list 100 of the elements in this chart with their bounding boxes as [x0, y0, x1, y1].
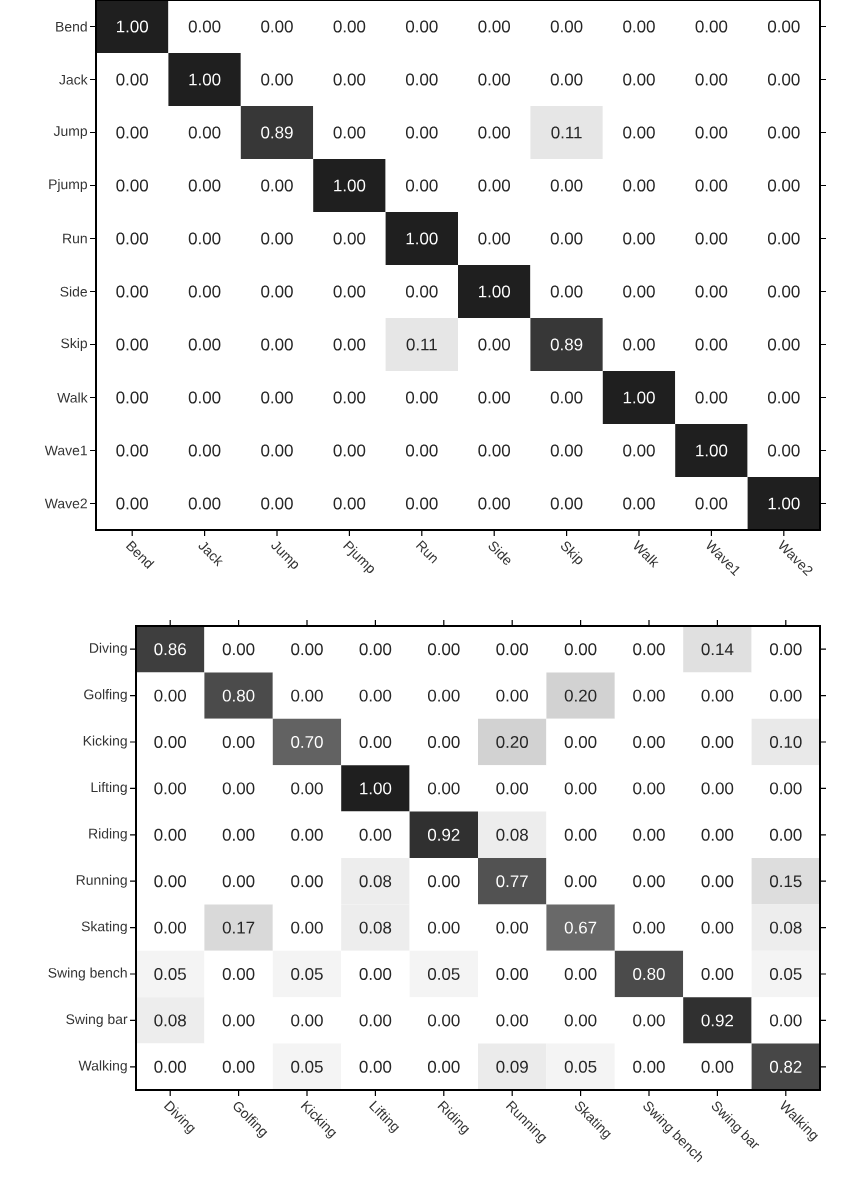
data-label: 0.05 [154, 968, 186, 980]
data-label: 0.86 [154, 643, 186, 656]
data-label: 0.00 [633, 782, 665, 795]
data-label: 0.11 [406, 338, 437, 351]
data-label: 0.00 [222, 643, 255, 656]
data-label: 0.00 [564, 1014, 597, 1027]
data-label: 0.00 [154, 782, 187, 795]
data-label: 0.00 [154, 689, 187, 702]
data-label: 0.08 [154, 1014, 186, 1027]
data-label: 0.00 [695, 126, 728, 139]
data-label: 0.00 [769, 782, 802, 795]
data-label: 0.00 [116, 391, 149, 404]
data-label: 0.80 [222, 689, 255, 702]
data-label: 0.00 [478, 444, 511, 457]
data-label: 0.00 [333, 126, 366, 139]
data-label: 1.00 [117, 20, 149, 33]
data-label: 0.00 [405, 444, 438, 457]
data-label: 1.00 [334, 179, 366, 192]
data-label: 0.00 [359, 643, 392, 656]
data-label: 0.00 [695, 232, 728, 245]
data-label: 0.00 [550, 73, 583, 86]
data-label: 0.00 [291, 782, 323, 795]
data-label: 0.00 [478, 338, 511, 351]
data-label: 0.00 [222, 736, 255, 748]
data-label: 0.00 [478, 391, 511, 404]
data-label: 0.00 [695, 285, 728, 298]
data-label: 0.00 [695, 338, 728, 351]
data-label: 0.00 [633, 643, 665, 656]
data-label: 0.08 [496, 828, 528, 841]
data-label: 0.00 [188, 444, 221, 457]
data-label: 1.00 [623, 391, 655, 404]
data-label: 0.00 [333, 444, 366, 457]
data-label: 0.67 [564, 921, 597, 934]
data-label: 0.00 [188, 179, 221, 192]
data-label: 0.00 [695, 497, 728, 510]
data-label: 1.00 [768, 497, 800, 510]
data-label: 0.00 [222, 1060, 255, 1073]
data-label: 0.00 [261, 232, 293, 245]
data-label: 0.00 [623, 285, 655, 298]
data-label: 0.00 [550, 232, 583, 245]
data-label: 0.00 [633, 1014, 665, 1027]
data-label: 0.00 [767, 444, 800, 457]
data-label: 0.00 [623, 232, 655, 245]
data-label: 0.00 [188, 391, 221, 404]
data-label: 0.11 [551, 126, 582, 139]
data-label: 0.00 [333, 497, 366, 510]
data-label: 0.00 [769, 643, 802, 656]
data-label: 0.00 [478, 126, 511, 139]
data-label: 0.15 [769, 875, 802, 888]
data-label: 0.00 [623, 20, 655, 33]
data-label: 0.00 [701, 1060, 734, 1073]
data-label: 0.05 [769, 968, 802, 980]
data-label: 0.00 [767, 20, 800, 33]
data-label: 0.00 [564, 736, 597, 748]
data-label: 0.00 [188, 285, 221, 298]
data-label: 0.00 [478, 179, 511, 192]
data-label: 0.00 [359, 736, 392, 748]
data-label: 0.00 [633, 689, 665, 702]
data-label: 0.00 [333, 73, 366, 86]
data-label: 0.00 [767, 73, 800, 86]
data-label: 0.00 [291, 1014, 323, 1027]
data-label: 0.00 [496, 921, 529, 934]
data-label: 0.00 [767, 179, 800, 192]
data-label: 0.00 [478, 20, 511, 33]
data-label: 0.00 [291, 689, 323, 702]
data-label: 0.00 [405, 73, 438, 86]
data-label: 0.92 [701, 1014, 734, 1027]
data-label: 0.00 [564, 875, 597, 888]
data-label: 1.00 [696, 444, 728, 457]
data-label: 0.00 [767, 126, 800, 139]
data-label: 0.00 [769, 828, 802, 841]
data-label: 0.00 [564, 828, 597, 841]
data-label: 0.00 [188, 126, 221, 139]
data-label: 0.00 [261, 338, 293, 351]
data-label: 0.00 [188, 20, 221, 33]
data-label: 0.00 [291, 643, 323, 656]
data-label: 0.00 [623, 497, 655, 510]
data-label: 0.00 [116, 497, 149, 510]
data-label: 0.00 [261, 391, 293, 404]
data-label: 0.00 [427, 689, 460, 702]
data-label: 0.00 [116, 126, 149, 139]
data-label: 0.00 [623, 444, 655, 457]
data-label: 0.00 [633, 828, 665, 841]
data-label: 0.00 [695, 20, 728, 33]
data-label: 0.00 [701, 921, 734, 934]
data-label: 0.00 [359, 968, 392, 980]
data-label: 0.00 [116, 73, 149, 86]
data-label: 0.00 [478, 232, 511, 245]
data-label: 0.00 [695, 391, 728, 404]
data-label: 0.00 [633, 1060, 665, 1073]
data-label: 0.00 [550, 391, 583, 404]
data-label: 0.00 [261, 73, 293, 86]
data-label: 0.00 [359, 828, 392, 841]
data-label: 0.00 [767, 391, 800, 404]
data-label: 0.17 [222, 921, 255, 934]
data-label: 0.00 [633, 875, 665, 888]
data-label: 0.89 [550, 338, 583, 351]
data-label: 0.00 [550, 20, 583, 33]
data-label: 0.00 [564, 782, 597, 795]
data-label: 0.00 [405, 20, 438, 33]
